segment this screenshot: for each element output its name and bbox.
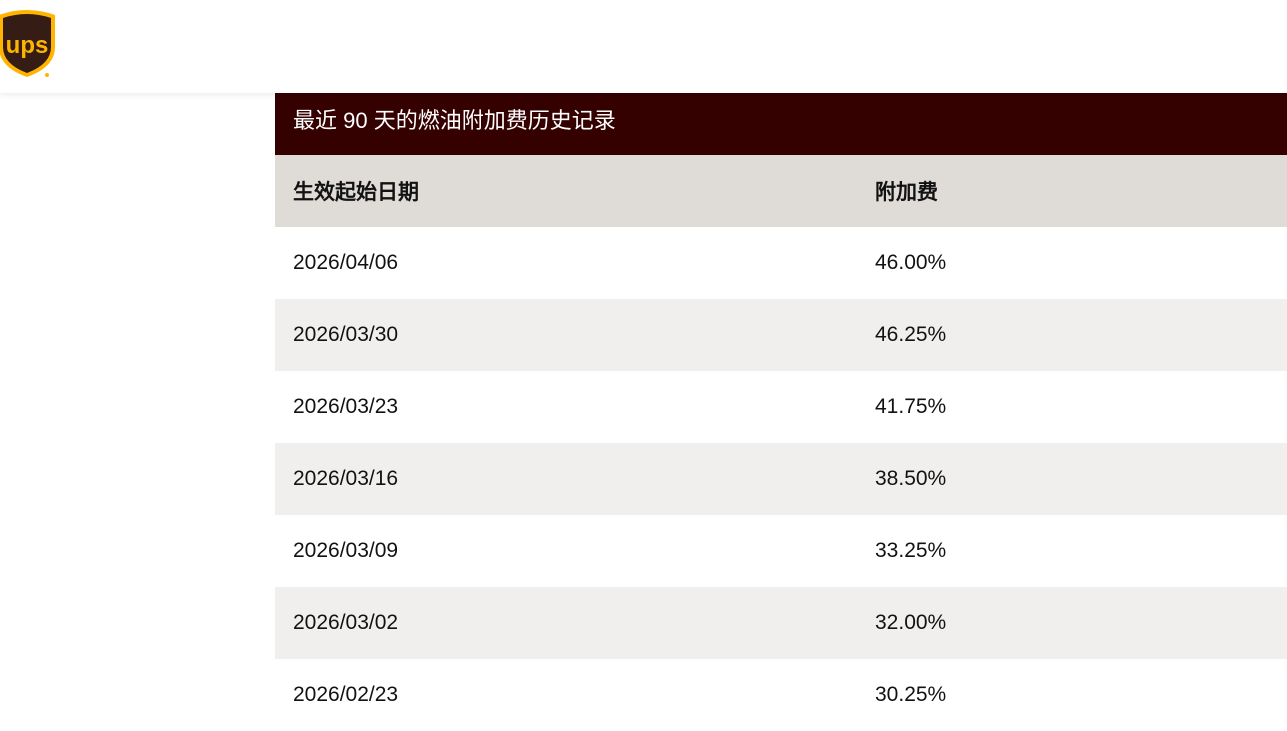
surcharge-value: 46.25% xyxy=(875,323,947,346)
surcharge-value: 41.75% xyxy=(875,395,947,418)
ups-logo[interactable]: ups xyxy=(0,7,59,79)
table-caption: 最近 90 天的燃油附加费历史记录 xyxy=(275,93,1287,155)
surcharge-value: 46.00% xyxy=(875,251,947,274)
top-header: ups xyxy=(0,0,1287,93)
table-header-row: 生效起始日期 附加费 xyxy=(275,155,1287,227)
surcharge-value: 30.25% xyxy=(875,683,947,706)
effective-date: 2026/03/23 xyxy=(293,395,399,418)
surcharge-value: 38.50% xyxy=(875,467,947,490)
svg-text:ups: ups xyxy=(6,32,49,59)
effective-date: 2026/03/16 xyxy=(293,467,399,490)
table-row: 2026/03/30 46.25% xyxy=(275,299,1287,371)
table-row: 2026/03/16 38.50% xyxy=(275,443,1287,515)
table-row: 2026/03/09 33.25% xyxy=(275,515,1287,587)
effective-date: 2026/02/23 xyxy=(293,683,399,706)
effective-date: 2026/03/02 xyxy=(293,611,399,634)
effective-date: 2026/03/30 xyxy=(293,323,399,346)
surcharge-value: 33.25% xyxy=(875,539,947,562)
surcharge-value: 32.00% xyxy=(875,611,947,634)
table-row: 2026/02/23 30.25% xyxy=(275,659,1287,731)
column-header-date: 生效起始日期 xyxy=(293,181,419,204)
table-row: 2026/03/02 32.00% xyxy=(275,587,1287,659)
fuel-surcharge-table: 最近 90 天的燃油附加费历史记录 生效起始日期 附加费 2026/04/06 4… xyxy=(275,93,1287,731)
table-row: 2026/04/06 46.00% xyxy=(275,227,1287,299)
table-row: 2026/03/23 41.75% xyxy=(275,371,1287,443)
effective-date: 2026/03/09 xyxy=(293,539,399,562)
effective-date: 2026/04/06 xyxy=(293,251,399,274)
column-header-surcharge: 附加费 xyxy=(875,181,938,204)
